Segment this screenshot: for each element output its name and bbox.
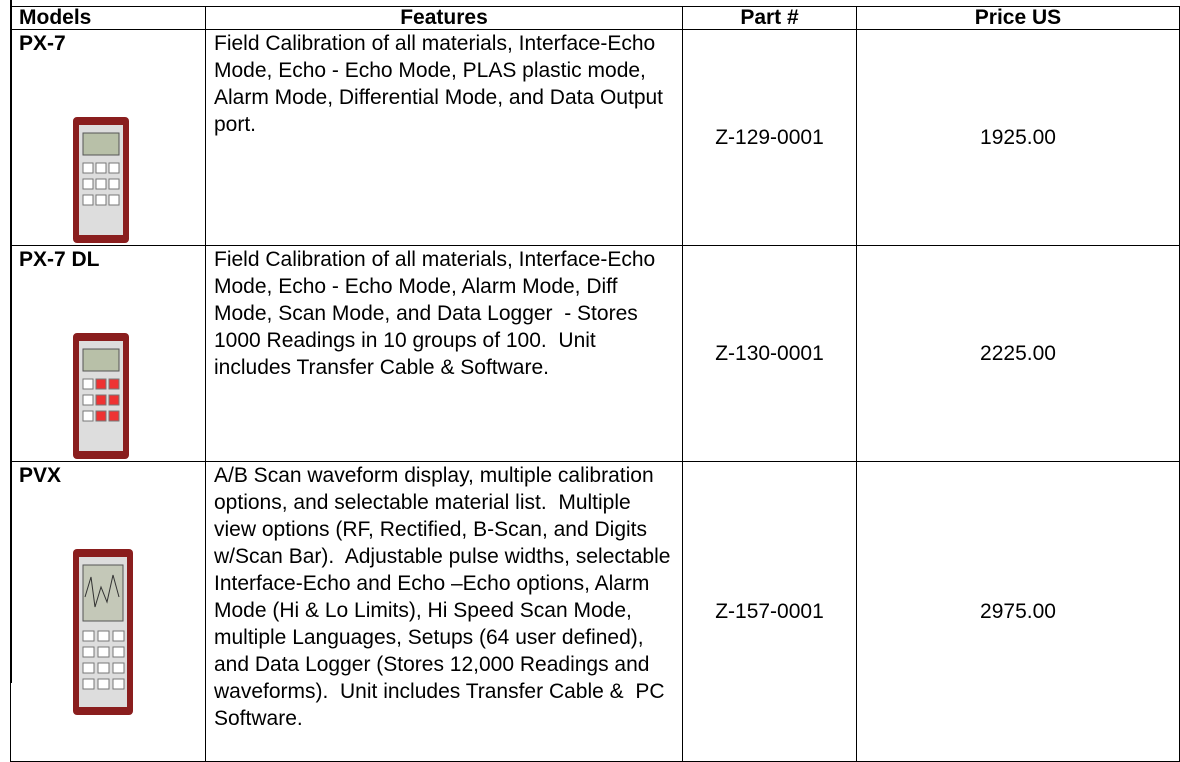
model-name: PX-7 DL xyxy=(19,248,100,271)
price-cell: 2225.00 xyxy=(856,245,1180,462)
price-cell: 1925.00 xyxy=(856,29,1180,246)
model-name: PX-7 xyxy=(19,32,66,55)
header-cell: Features xyxy=(205,6,683,30)
price-cell: 2975.00 xyxy=(856,461,1180,762)
part-cell: Z-130-0001 xyxy=(682,245,857,462)
price-table: Models Features Part # Price US PX-7 Fie… xyxy=(10,6,1180,762)
part-cell: Z-129-0001 xyxy=(682,29,857,246)
header-cell: Part # xyxy=(682,6,857,30)
device-image xyxy=(73,117,129,243)
model-cell: PX-7 DL xyxy=(10,245,206,462)
row: PX-7 Field Calibration of all materials,… xyxy=(10,29,1180,246)
device-image xyxy=(73,333,129,459)
model-cell: PX-7 xyxy=(10,29,206,246)
page: Models Features Part # Price US PX-7 Fie… xyxy=(10,0,1180,762)
header-cell: Price US xyxy=(856,6,1180,30)
model-name: PVX xyxy=(19,464,62,487)
row: PX-7 DL Field Calibration of all materia… xyxy=(10,245,1180,462)
header-row: Models Features Part # Price US xyxy=(10,6,1180,30)
model-cell: PVX xyxy=(10,461,206,762)
row: PVX A/B Scan waveform display, multiple … xyxy=(10,461,1180,762)
header-cell: Models xyxy=(10,6,206,30)
features-cell: A/B Scan waveform display, multiple cali… xyxy=(205,461,683,762)
features-cell: Field Calibration of all materials, Inte… xyxy=(205,245,683,462)
device-image xyxy=(73,549,133,715)
features-cell: Field Calibration of all materials, Inte… xyxy=(205,29,683,246)
part-cell: Z-157-0001 xyxy=(682,461,857,762)
